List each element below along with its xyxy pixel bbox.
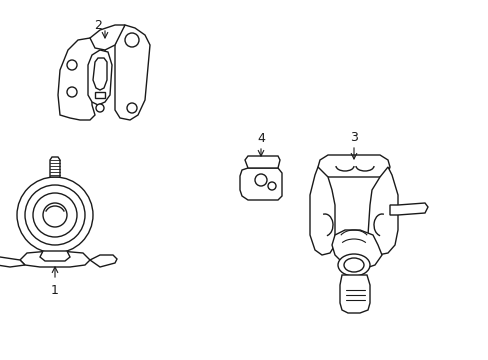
Circle shape — [67, 60, 77, 70]
Text: 3: 3 — [349, 131, 357, 144]
Polygon shape — [90, 25, 125, 50]
Polygon shape — [309, 167, 334, 255]
Text: 4: 4 — [257, 131, 264, 144]
Polygon shape — [90, 255, 117, 267]
Polygon shape — [115, 25, 150, 120]
Circle shape — [125, 33, 139, 47]
Polygon shape — [95, 92, 105, 98]
Circle shape — [25, 185, 85, 245]
Polygon shape — [50, 157, 60, 177]
Polygon shape — [93, 58, 107, 90]
Polygon shape — [20, 251, 90, 267]
Circle shape — [96, 104, 104, 112]
Polygon shape — [331, 230, 381, 270]
Circle shape — [67, 87, 77, 97]
Ellipse shape — [343, 258, 363, 272]
Polygon shape — [58, 38, 105, 120]
Polygon shape — [0, 257, 25, 267]
Circle shape — [267, 182, 275, 190]
Circle shape — [254, 174, 266, 186]
Circle shape — [127, 103, 137, 113]
Polygon shape — [317, 155, 389, 177]
Ellipse shape — [337, 254, 369, 276]
Polygon shape — [240, 168, 282, 200]
Text: 2: 2 — [94, 18, 102, 32]
Polygon shape — [40, 251, 70, 261]
Polygon shape — [339, 275, 369, 313]
Polygon shape — [244, 156, 280, 168]
Polygon shape — [367, 167, 397, 255]
Polygon shape — [88, 50, 112, 105]
Text: 1: 1 — [51, 284, 59, 297]
Polygon shape — [389, 203, 427, 215]
Circle shape — [33, 193, 77, 237]
Circle shape — [17, 177, 93, 253]
Circle shape — [43, 203, 67, 227]
